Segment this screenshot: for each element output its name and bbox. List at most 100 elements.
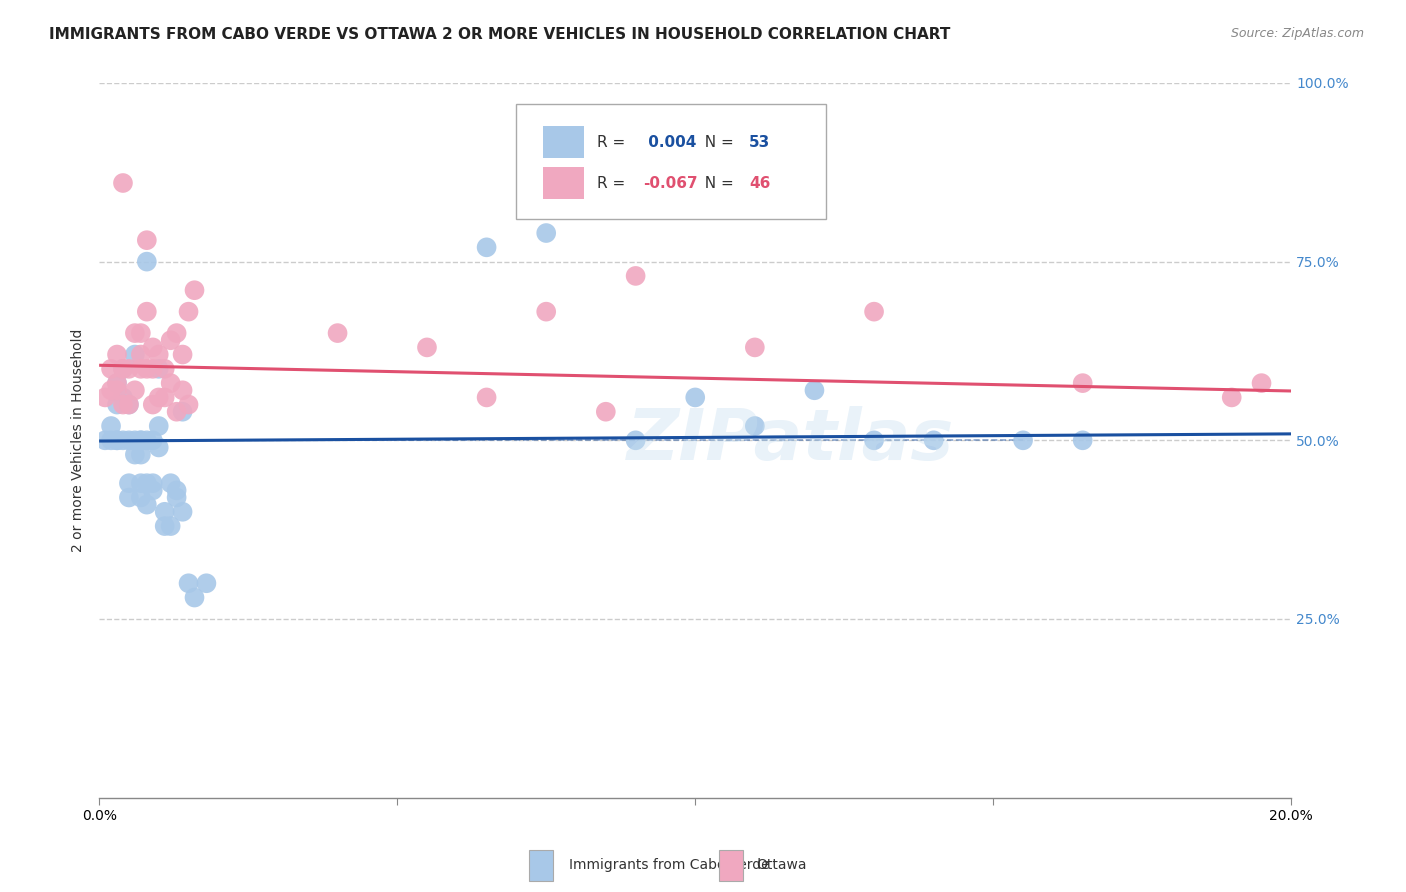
Point (534, 304, 557, 318)
Point (166, 405, 188, 419)
Point (475, 240, 498, 254)
FancyBboxPatch shape (543, 167, 585, 199)
Point (135, 476, 157, 491)
Point (105, 347, 128, 361)
Text: R =: R = (598, 135, 631, 150)
Point (683, 391, 706, 405)
Text: -0.067: -0.067 (643, 176, 697, 191)
Point (744, 419, 766, 434)
Point (166, 491, 188, 505)
Point (142, 398, 165, 412)
Point (118, 434, 141, 448)
Point (142, 434, 165, 448)
Text: R =: R = (598, 176, 631, 191)
Text: Immigrants from Cabo Verde: Immigrants from Cabo Verde (569, 858, 770, 872)
Point (142, 476, 165, 491)
Point (142, 361, 165, 376)
FancyBboxPatch shape (516, 104, 827, 219)
Point (148, 441, 170, 455)
Point (863, 304, 886, 318)
Text: IMMIGRANTS FROM CABO VERDE VS OTTAWA 2 OR MORE VEHICLES IN HOUSEHOLD CORRELATION: IMMIGRANTS FROM CABO VERDE VS OTTAWA 2 O… (49, 27, 950, 42)
Point (129, 476, 152, 491)
Point (803, 384, 825, 398)
Point (416, 340, 439, 354)
Point (195, 576, 218, 591)
Point (153, 505, 176, 519)
Point (595, 405, 617, 419)
Point (863, 434, 886, 448)
Point (159, 519, 181, 533)
Point (922, 434, 945, 448)
Point (148, 391, 170, 405)
Point (129, 491, 152, 505)
Point (1250, 376, 1272, 391)
Point (118, 398, 141, 412)
Text: ZIPatlas: ZIPatlas (627, 406, 955, 475)
Point (100, 419, 122, 434)
Point (135, 498, 157, 512)
Text: N =: N = (695, 176, 740, 191)
Point (105, 376, 128, 391)
Point (153, 391, 176, 405)
Point (129, 361, 152, 376)
Point (624, 268, 647, 283)
Point (166, 326, 188, 340)
Point (177, 304, 200, 318)
Point (105, 434, 128, 448)
Point (111, 398, 134, 412)
Point (177, 576, 200, 591)
Point (172, 347, 194, 361)
Point (159, 376, 181, 391)
Point (1071, 376, 1094, 391)
Point (111, 176, 134, 190)
Text: Source: ZipAtlas.com: Source: ZipAtlas.com (1230, 27, 1364, 40)
Point (135, 233, 157, 247)
Point (148, 347, 170, 361)
Point (124, 347, 146, 361)
Point (118, 491, 141, 505)
Point (1220, 391, 1243, 405)
Point (118, 476, 141, 491)
FancyBboxPatch shape (543, 126, 585, 158)
Point (111, 434, 134, 448)
Text: Ottawa: Ottawa (756, 858, 807, 872)
Point (183, 591, 205, 605)
Point (534, 226, 557, 240)
Text: 46: 46 (749, 176, 770, 191)
Point (105, 434, 128, 448)
Point (326, 326, 349, 340)
Point (129, 434, 152, 448)
Point (177, 398, 200, 412)
Point (1012, 434, 1035, 448)
Point (111, 361, 134, 376)
Point (118, 361, 141, 376)
Point (153, 361, 176, 376)
Point (129, 347, 152, 361)
Text: N =: N = (695, 135, 740, 150)
Y-axis label: 2 or more Vehicles in Household: 2 or more Vehicles in Household (72, 328, 86, 552)
Point (159, 476, 181, 491)
Point (135, 434, 157, 448)
Point (475, 391, 498, 405)
Point (135, 254, 157, 268)
Point (111, 361, 134, 376)
Point (124, 384, 146, 398)
Point (129, 448, 152, 462)
Point (624, 434, 647, 448)
Point (159, 333, 181, 347)
Point (118, 398, 141, 412)
Point (142, 483, 165, 498)
Point (129, 434, 152, 448)
Point (135, 361, 157, 376)
Point (153, 519, 176, 533)
Point (105, 398, 128, 412)
Point (135, 304, 157, 318)
Point (100, 434, 122, 448)
Point (744, 340, 766, 354)
Point (172, 384, 194, 398)
Text: 0.004: 0.004 (643, 135, 696, 150)
Point (111, 391, 134, 405)
Point (172, 505, 194, 519)
Point (172, 405, 194, 419)
Point (166, 483, 188, 498)
